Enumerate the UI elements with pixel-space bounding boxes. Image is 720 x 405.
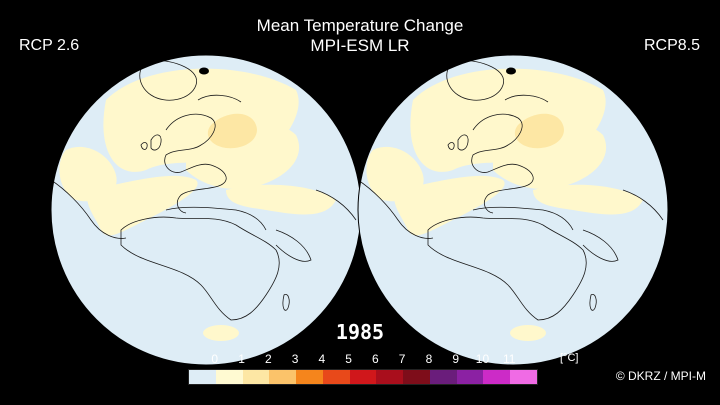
legend-swatch — [189, 370, 216, 384]
globe-left — [51, 55, 361, 365]
model-name: MPI-ESM LR — [310, 36, 410, 55]
legend-tick-label: 2 — [264, 352, 272, 366]
legend-tick-label: 3 — [291, 352, 299, 366]
legend-swatch — [242, 370, 270, 384]
legend-tick-label: 10 — [475, 352, 490, 366]
legend-swatch — [510, 370, 537, 384]
legend-swatch — [296, 370, 323, 384]
legend-swatch — [269, 370, 297, 384]
legend-swatch — [322, 370, 350, 384]
scenario-label-left: RCP 2.6 — [19, 37, 80, 54]
legend-tick-label: 4 — [318, 352, 326, 366]
legend-tick-label: 1 — [238, 352, 245, 366]
legend-tick-label: 5 — [345, 352, 352, 366]
legend-swatch — [376, 370, 404, 384]
legend-units: [°C] — [560, 352, 579, 364]
legend-swatch — [456, 370, 484, 384]
scenario-label-right: RCP8.5 — [643, 37, 700, 54]
year-label: 1985 — [335, 320, 385, 344]
legend-swatch — [349, 370, 377, 384]
legend-swatch — [483, 370, 511, 384]
legend-tick-label: 9 — [452, 352, 460, 366]
globe-right — [358, 55, 668, 365]
color-legend: 0 1 2 3 4 5 6 7 8 9 10 11 — [188, 352, 538, 388]
legend-swatch — [403, 370, 430, 384]
legend-tick-label: 0 — [211, 352, 219, 366]
legend-tick-label: 6 — [372, 352, 379, 366]
legend-swatch — [215, 370, 243, 384]
credit-text: © DKRZ / MPI-M — [615, 369, 706, 383]
title-line: Mean Temperature Change — [256, 16, 464, 35]
legend-tick-label: 8 — [425, 352, 433, 366]
chart-title: Mean Temperature Change MPI-ESM LR — [0, 16, 720, 56]
legend-swatch — [429, 370, 457, 384]
legend-colorbar — [188, 369, 538, 385]
legend-tick-label: 7 — [398, 352, 406, 366]
legend-tick-label: 11 — [502, 352, 516, 366]
